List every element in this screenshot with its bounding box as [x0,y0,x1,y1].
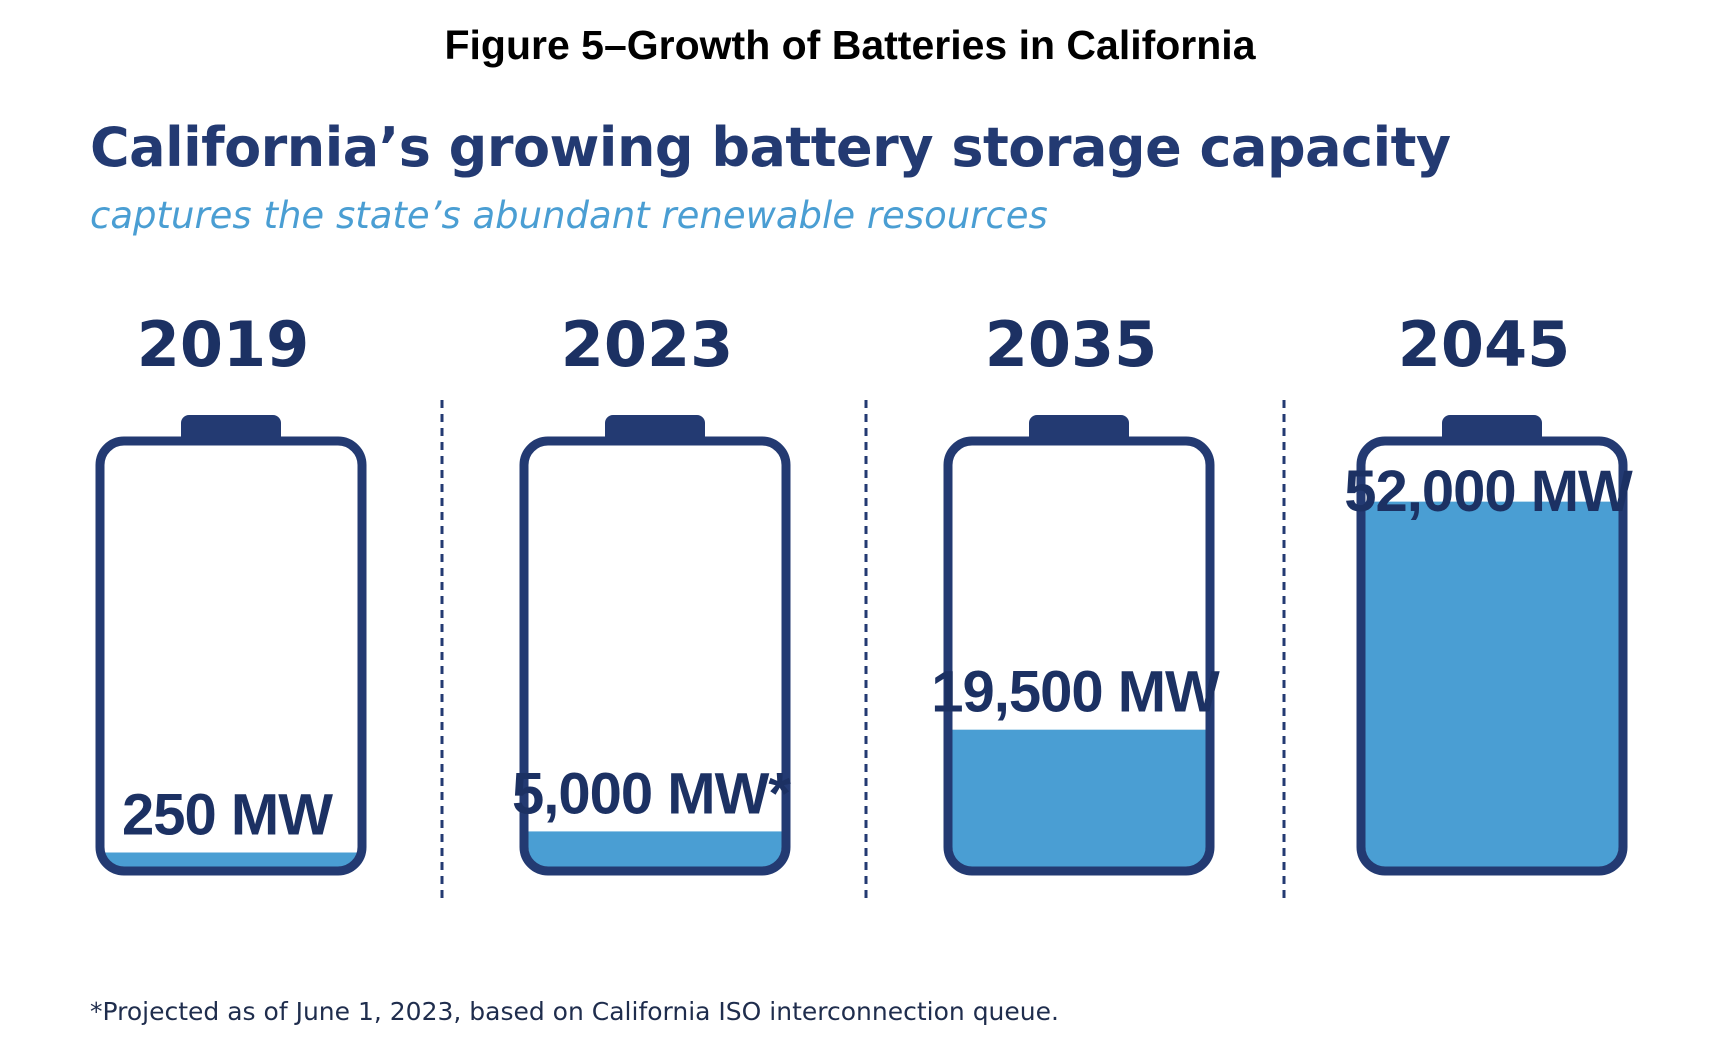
value-label-2023: 5,000 MW* [512,761,791,826]
year-label-2035: 2035 [985,308,1158,381]
battery-chart: 2019 250 MW 2023 5,000 MW* 2035 19,500 MW 2045… [95,308,1634,898]
battery-body-2045 [1356,436,1628,876]
year-label-2023: 2023 [561,308,734,381]
year-label-2045: 2045 [1398,308,1571,381]
year-label-2019: 2019 [137,308,310,381]
figure-caption: Figure 5–Growth of Batteries in Californ… [444,22,1256,68]
battery-body-2035 [943,436,1215,876]
chart-footnote: *Projected as of June 1, 2023, based on … [90,997,1059,1026]
value-label-2019: 250 MW [122,783,333,848]
battery-fill-2045 [1365,501,1619,867]
value-label-2045: 52,000 MW [1344,459,1633,524]
value-label-2035: 19,500 MW [931,660,1220,725]
battery-fill-2035 [952,729,1206,867]
battery-fill-2019 [104,852,358,867]
chart-title: California’s growing battery storage cap… [90,116,1451,179]
chart-subtitle: captures the state’s abundant renewable … [90,194,1048,237]
battery-body-2019 [95,436,367,876]
battery-body-2023 [519,436,791,876]
battery-fill-2023 [528,831,782,867]
